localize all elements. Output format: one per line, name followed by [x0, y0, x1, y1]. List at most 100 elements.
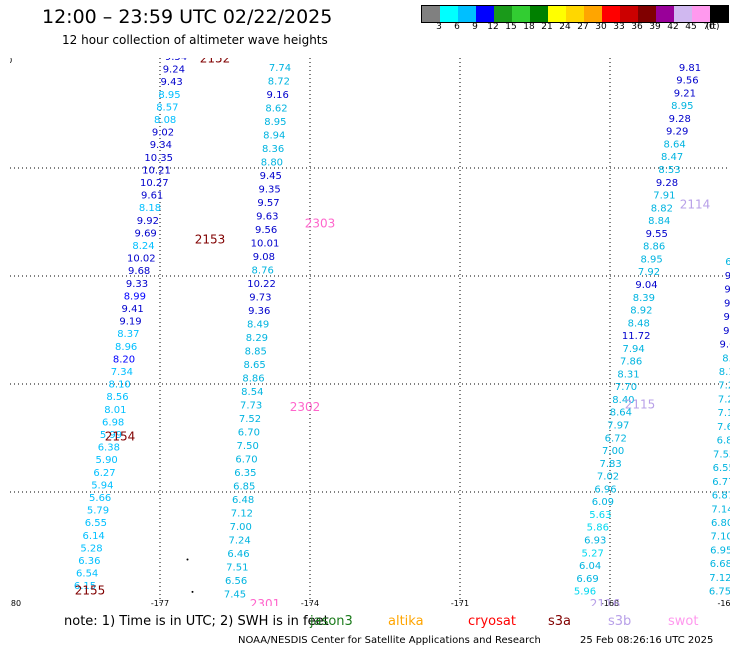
wave-height-value: 11.72	[622, 331, 651, 342]
wave-height-value: 9.02	[152, 128, 174, 139]
legend-label: 45	[685, 22, 697, 32]
wave-height-value: 6.14	[83, 531, 105, 542]
wave-height-value: 5.27	[582, 548, 604, 559]
satellite-jason3: jason3	[310, 614, 353, 629]
legend-label: 24	[559, 22, 571, 32]
wave-height-value: 10.02	[127, 254, 156, 265]
wave-height-value: 5.86	[587, 523, 609, 534]
wave-height-value: 8.85	[245, 346, 267, 357]
wave-height-value: 8.72	[268, 76, 290, 87]
wave-height-value: 8.95	[640, 254, 662, 265]
legend-label: 3	[436, 22, 442, 32]
y-tick-label: 10	[10, 58, 12, 65]
wave-height-value: 9.	[724, 298, 730, 309]
wave-height-value: 8.36	[262, 144, 284, 155]
wave-height-value: 8.84	[648, 216, 670, 227]
legend-swatch	[566, 6, 584, 22]
wave-height-value: 8.64	[664, 139, 686, 150]
wave-height-value: 9.81	[679, 63, 701, 74]
wave-height-value: 6.55	[713, 463, 730, 474]
wave-height-value: 8.80	[261, 157, 283, 168]
wave-height-value: 8.20	[113, 354, 135, 365]
satellite-s3a: s3a	[548, 614, 572, 629]
wave-height-value: 9.04	[635, 280, 657, 291]
wave-height-value: 8.64	[610, 408, 632, 419]
wave-height-value: 7.45	[224, 589, 246, 600]
wave-height-value: 8.86	[643, 242, 665, 253]
wave-height-value: 6.77	[712, 477, 730, 488]
wave-height-value: 9.16	[267, 90, 289, 101]
pass-label: 2115	[625, 397, 656, 411]
wave-height-value: 9.29	[666, 127, 688, 138]
legend-swatch	[620, 6, 638, 22]
wave-height-value: 8.95	[264, 117, 286, 128]
wave-height-value: 8.62	[265, 103, 287, 114]
wave-height-value: 9.92	[137, 216, 159, 227]
wave-height-value: 8.37	[117, 329, 139, 340]
wave-height-value: 7.86	[620, 357, 642, 368]
wave-height-value: 9.35	[258, 184, 280, 195]
wave-height-value: 7.2	[718, 381, 730, 392]
wave-height-value: 9.68	[128, 266, 150, 277]
wave-height-value: 9.	[724, 285, 730, 296]
wave-height-value: 6.55	[85, 518, 107, 529]
legend-label: 39	[649, 22, 661, 32]
wave-height-value: 6.93	[584, 535, 606, 546]
wave-height-value: 8.57	[156, 102, 178, 113]
wave-height-value: 6.8	[717, 436, 730, 447]
wave-height-value: 7.91	[653, 191, 675, 202]
wave-height-value: 9.6	[720, 340, 730, 351]
wave-height-value: 9.28	[656, 178, 678, 189]
wave-height-value: 5.66	[89, 493, 111, 504]
wave-height-value: 10.22	[247, 279, 276, 290]
wave-height-value: 9.19	[119, 317, 141, 328]
wave-height-value: 6.35	[234, 468, 256, 479]
wave-height-value: 8.94	[263, 130, 285, 141]
wave-height-value: 5.94	[91, 480, 113, 491]
wave-height-value: 8.95	[671, 101, 693, 112]
wave-height-value: 6.68	[710, 559, 730, 570]
legend-label: 6	[454, 22, 460, 32]
wave-height-value: 6.80	[711, 518, 730, 529]
wave-height-value: 6.56	[225, 576, 247, 587]
wave-height-value: 6.70	[238, 427, 260, 438]
legend-swatch	[494, 6, 512, 22]
wave-height-value: 7.6	[717, 422, 730, 433]
wave-height-value: 6.69	[576, 574, 598, 585]
pass-label: 2154	[105, 430, 136, 444]
wave-height-value: 9.56	[255, 225, 277, 236]
wave-height-value: 9.	[723, 326, 730, 337]
wave-height-value: 7.70	[615, 382, 637, 393]
wave-height-map: -180-177-174-171-168-1602468109.549.249.…	[10, 58, 730, 606]
wave-height-value: 6.75	[709, 587, 730, 598]
wave-height-value: 6.46	[227, 549, 249, 560]
legend-label: 70	[703, 22, 715, 32]
wave-height-value: 9.08	[253, 252, 275, 263]
legend-label: 21	[541, 22, 553, 32]
wave-height-value: 7.74	[269, 63, 291, 74]
x-tick-label: -168	[601, 599, 619, 606]
satellite-cryosat: cryosat	[468, 614, 516, 629]
wave-height-value: 9.33	[126, 279, 148, 290]
wave-height-value: 8.08	[154, 115, 176, 126]
wave-height-value: 8.40	[612, 395, 634, 406]
x-tick-label: -171	[451, 599, 469, 606]
wave-height-value: 10.35	[144, 153, 173, 164]
wave-height-value: 10.21	[142, 165, 171, 176]
wave-height-value: 8.18	[139, 203, 161, 214]
wave-height-value: 7.00	[230, 522, 252, 533]
satellite-s3b: s3b	[608, 614, 632, 629]
footer-credit: NOAA/NESDIS Center for Satellite Applica…	[238, 635, 541, 646]
wave-height-value: 8.86	[242, 373, 264, 384]
wave-height-value: 8.1	[719, 367, 730, 378]
wave-height-value: 7.83	[599, 459, 621, 470]
x-tick-label: -16	[717, 599, 730, 606]
wave-height-value: 6.87	[712, 491, 730, 502]
wave-height-value: 8.39	[633, 293, 655, 304]
wave-height-value: 7.00	[602, 446, 624, 457]
footer-note: note: 1) Time is in UTC; 2) SWH is in fe…	[64, 614, 329, 629]
wave-height-value: 7.24	[228, 535, 250, 546]
wave-height-value: 9.36	[248, 306, 270, 317]
satellite-swot: swot	[668, 614, 699, 629]
pass-label: 2303	[305, 216, 336, 230]
